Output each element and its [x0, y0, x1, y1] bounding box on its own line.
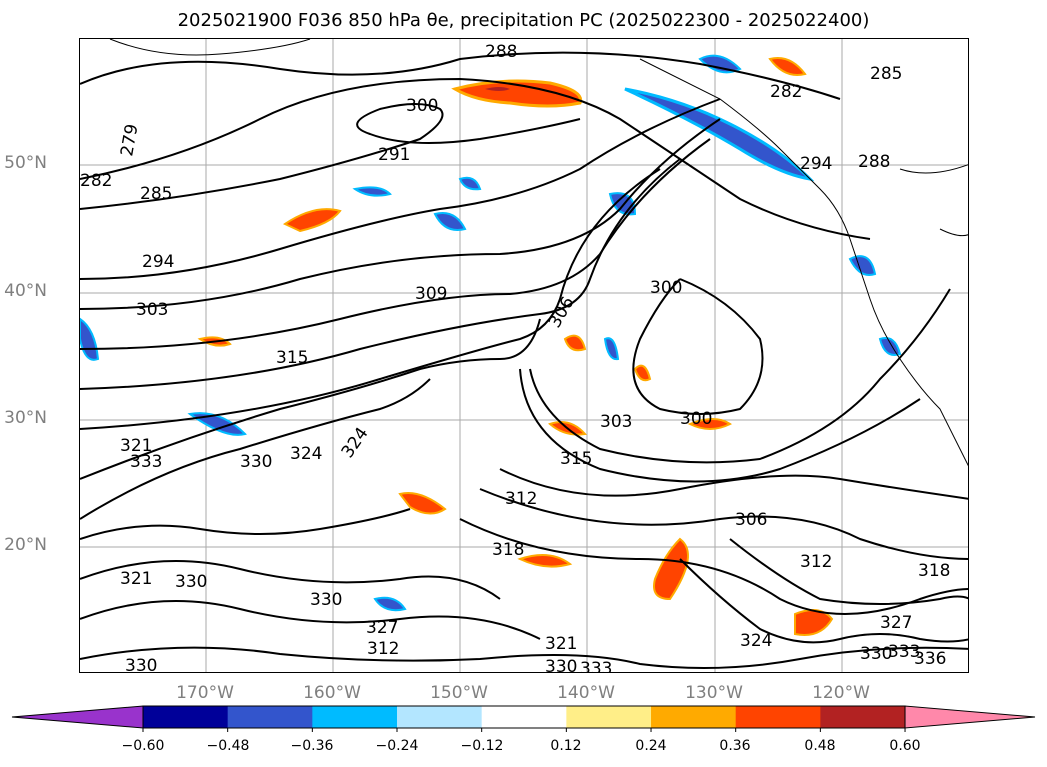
colorbar-segment [312, 706, 398, 728]
longitude-label: 150°W [430, 683, 488, 703]
graticule [80, 39, 968, 672]
map-title: 2025021900 F036 850 hPa θe, precipitatio… [177, 10, 870, 31]
contour-label: 291 [378, 145, 410, 165]
colorbar-extend-min [11, 705, 144, 729]
contour-label: 312 [505, 489, 537, 509]
contour-label: 288 [858, 152, 890, 172]
map-canvas: 288 300 291 279 282 285 294 303 309 306 … [80, 39, 968, 673]
contour-label: 315 [560, 449, 592, 469]
colorbar-segment [227, 706, 313, 728]
longitude-label: 170°W [176, 683, 234, 703]
latitude-label: 50°N [4, 153, 47, 173]
contour-label: 318 [918, 561, 950, 581]
precip-shading [80, 54, 902, 636]
colorbar-tick: 0.60 [889, 738, 921, 754]
contour-label: 327 [880, 613, 912, 633]
contour-label: 321 [120, 436, 152, 456]
colorbar-segment [820, 706, 906, 728]
colorbar-segments [11, 705, 1036, 732]
latitude-label: 30°N [4, 408, 47, 428]
contour-label: 333 [580, 659, 612, 673]
contour-label: 285 [140, 184, 172, 204]
colorbar-segment [651, 706, 737, 728]
contour-label: 312 [800, 552, 832, 572]
longitude-label: 140°W [557, 683, 615, 703]
contour-label: 324 [338, 424, 373, 462]
colorbar-tick: −0.36 [290, 738, 334, 754]
contour-label: 294 [142, 252, 174, 272]
colorbar-segment [143, 706, 229, 728]
contour-label: 285 [870, 64, 902, 84]
colorbar-segment [566, 706, 652, 728]
contour-label: 330 [125, 656, 157, 673]
contour-label: 288 [485, 42, 517, 62]
contour-label: 330 [240, 452, 272, 472]
latitude-label: 40°N [4, 281, 47, 301]
colorbar-tick: 0.48 [804, 738, 836, 754]
colorbar-segment [481, 706, 567, 728]
contour-label: 315 [276, 348, 308, 368]
contour-label: 330 [310, 590, 342, 610]
contour-label: 330 [860, 644, 892, 664]
colorbar-tick: −0.48 [206, 738, 250, 754]
colorbar-tick: 0.24 [635, 738, 667, 754]
colorbar-tick: 0.12 [550, 738, 582, 754]
contour-labels: 288 300 291 279 282 285 294 303 309 306 … [80, 42, 950, 673]
colorbar-extend-max [904, 705, 1036, 729]
colorbar-segment [397, 706, 483, 728]
contour-label: 330 [175, 572, 207, 592]
contour-label: 330 [545, 657, 577, 673]
colorbar-tick: −0.24 [375, 738, 419, 754]
contour-label: 312 [367, 639, 399, 659]
longitude-label: 120°W [812, 683, 870, 703]
contour-label: 303 [600, 412, 632, 432]
contour-label: 321 [545, 634, 577, 654]
contour-label: 300 [680, 409, 712, 429]
contour-label: 303 [136, 300, 168, 320]
longitude-label: 160°W [303, 683, 361, 703]
contour-label: 318 [492, 540, 524, 560]
coastlines [109, 39, 968, 467]
longitude-label: 130°W [685, 683, 743, 703]
contour-label: 282 [80, 171, 112, 191]
colorbar-segment [735, 706, 821, 728]
contour-label: 300 [406, 96, 438, 116]
latitude-label: 20°N [4, 535, 47, 555]
contour-label: 279 [117, 122, 142, 157]
contour-label: 294 [800, 154, 832, 174]
contour-label: 306 [735, 510, 767, 530]
theta-e-contours [80, 51, 968, 669]
contour-label: 333 [888, 642, 920, 662]
contour-label: 324 [290, 444, 322, 464]
contour-label: 321 [120, 569, 152, 589]
contour-label: 333 [130, 452, 162, 472]
map-panel: 288 300 291 279 282 285 294 303 309 306 … [79, 38, 969, 673]
colorbar-tick: −0.60 [121, 738, 165, 754]
contour-label: 300 [650, 278, 682, 298]
contour-label: 309 [415, 284, 447, 304]
contour-label: 282 [770, 82, 802, 102]
contour-label: 336 [914, 649, 946, 669]
contour-label: 306 [545, 293, 579, 331]
contour-label: 327 [366, 618, 398, 638]
colorbar-tick: −0.12 [460, 738, 504, 754]
contour-label: 324 [740, 631, 772, 651]
colorbar-tick: 0.36 [719, 738, 751, 754]
